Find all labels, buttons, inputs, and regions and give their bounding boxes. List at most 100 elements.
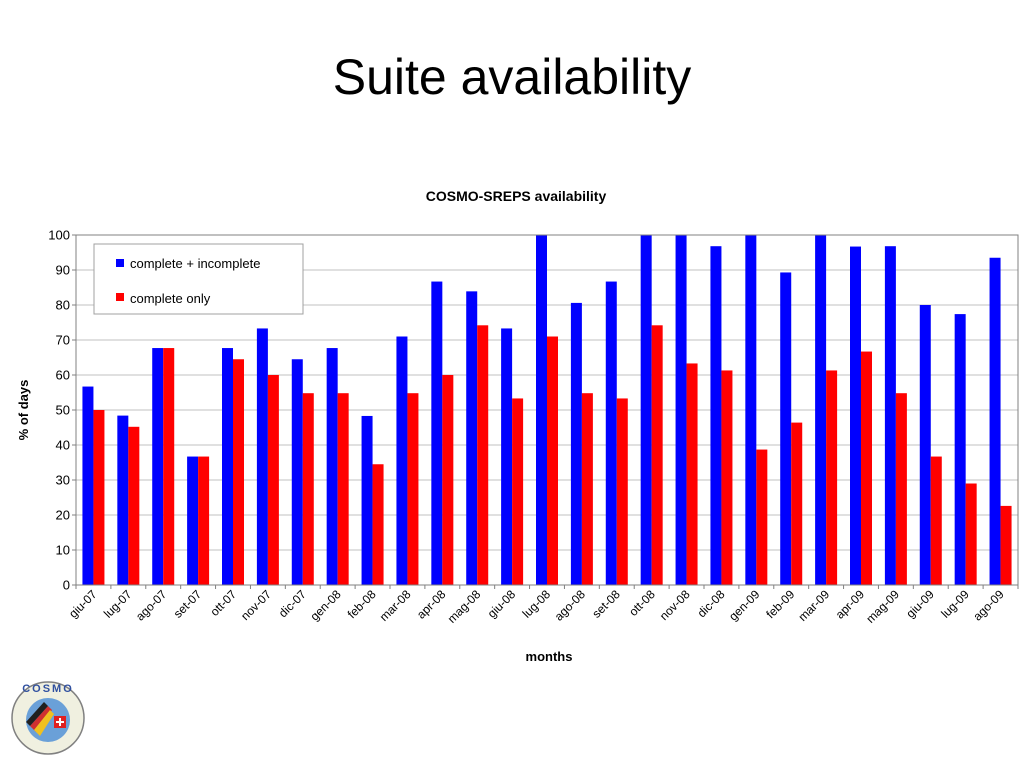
- bar-series1: [850, 246, 861, 586]
- x-tick-label: ott-08: [626, 587, 658, 619]
- bar-series2: [616, 398, 628, 585]
- x-tick-label: mar-09: [795, 587, 832, 624]
- x-tick-label: mag-09: [863, 587, 902, 626]
- bar-series2: [581, 393, 593, 585]
- bar-series2: [128, 426, 140, 585]
- bar-series1: [152, 348, 164, 585]
- bar-series2: [163, 348, 175, 585]
- bar-series2: [826, 370, 838, 585]
- x-tick-label: gen-08: [307, 587, 344, 624]
- bar-series2: [791, 422, 803, 585]
- legend-label-series1: complete + incomplete: [130, 256, 260, 271]
- x-tick-label: gen-09: [726, 587, 763, 624]
- bar-series2: [721, 370, 733, 585]
- bar-series1: [187, 456, 199, 585]
- x-tick-label: giu-08: [485, 587, 519, 621]
- legend: complete + incomplete complete only: [93, 243, 304, 315]
- x-tick-label: lug-09: [938, 587, 972, 621]
- bar-series1: [884, 246, 896, 585]
- bar-series1: [431, 281, 443, 585]
- x-tick-label: ago-07: [133, 587, 170, 624]
- y-tick-label: 30: [56, 473, 70, 488]
- x-tick-label: mar-08: [377, 587, 414, 624]
- y-tick-label: 40: [56, 438, 70, 453]
- x-tick-label: giu-09: [903, 587, 937, 621]
- bar-series1: [954, 314, 966, 585]
- bar-series2: [442, 375, 454, 585]
- logo-text: COSMO: [22, 683, 74, 695]
- bar-series1: [675, 235, 687, 585]
- y-tick-label: 50: [56, 403, 70, 418]
- bar-series2: [407, 393, 419, 585]
- x-tick-label: ago-09: [970, 587, 1007, 624]
- x-tick-label: lug-08: [520, 587, 554, 621]
- bar-series1: [640, 235, 652, 585]
- bar-series1: [919, 305, 931, 585]
- bar-series2: [651, 325, 663, 585]
- y-tick-label: 80: [56, 298, 70, 313]
- slide-title: Suite availability: [332, 49, 692, 105]
- legend-swatch-series2: [116, 293, 124, 301]
- bar-series2: [372, 464, 384, 585]
- x-tick-label: mag-08: [445, 587, 484, 626]
- x-tick-label: nov-08: [657, 587, 693, 623]
- bars: [82, 235, 1012, 586]
- x-tick-label: nov-07: [238, 587, 274, 623]
- bar-series2: [198, 456, 210, 585]
- x-tick-label: feb-08: [345, 587, 379, 621]
- x-tick-label: lug-07: [101, 587, 135, 621]
- y-tick-label: 20: [56, 508, 70, 523]
- x-tick-label: ago-08: [552, 587, 589, 624]
- bar-series2: [686, 363, 698, 585]
- x-tick-label: apr-08: [414, 587, 449, 622]
- bar-series1: [291, 359, 303, 585]
- bar-series1: [989, 257, 1001, 585]
- bar-series1: [326, 348, 338, 585]
- y-tick-label: 100: [48, 228, 70, 243]
- y-tick-label: 60: [56, 368, 70, 383]
- bar-series1: [256, 328, 268, 585]
- y-tick-label: 90: [56, 263, 70, 278]
- bar-series1: [222, 348, 233, 585]
- x-tick-label: set-08: [589, 587, 623, 621]
- x-tick-label: set-07: [171, 587, 205, 621]
- bar-series1: [396, 336, 408, 585]
- legend-swatch-series1: [116, 259, 124, 267]
- bar-series2: [547, 336, 558, 585]
- x-tick-label: dic-07: [276, 587, 309, 620]
- x-tick-label: ott-07: [208, 587, 240, 619]
- x-tick-label: giu-07: [66, 587, 100, 621]
- x-tick-label: dic-08: [695, 587, 728, 620]
- cosmo-logo: COSMO: [11, 681, 85, 755]
- y-axis-label: % of days: [16, 380, 31, 441]
- bar-series1: [82, 386, 94, 585]
- y-tick-label: 0: [63, 578, 70, 593]
- bar-series2: [337, 393, 349, 585]
- bar-series1: [815, 235, 827, 585]
- legend-label-series2: complete only: [130, 291, 211, 306]
- bar-series1: [605, 281, 617, 585]
- bar-series2: [965, 483, 977, 585]
- y-axis-ticks: 0 10 20 30 40 50 60 70 80 90 100: [48, 228, 76, 593]
- x-tick-label: apr-09: [833, 587, 868, 622]
- bar-series1: [745, 235, 757, 585]
- bar-series2: [233, 359, 244, 585]
- bar-series1: [570, 302, 582, 585]
- bar-series1: [117, 415, 129, 585]
- bar-series1: [710, 246, 722, 585]
- bar-series2: [512, 398, 524, 585]
- bar-series1: [780, 272, 792, 585]
- bar-series2: [861, 351, 872, 585]
- bar-series2: [756, 449, 768, 585]
- bar-series2: [93, 410, 105, 585]
- x-tick-label: feb-09: [763, 587, 797, 621]
- bar-series1: [361, 415, 373, 585]
- y-tick-label: 10: [56, 543, 70, 558]
- legend-box: [93, 243, 304, 315]
- bar-series2: [1000, 505, 1012, 585]
- bar-series2: [302, 393, 314, 585]
- bar-series2: [930, 456, 942, 585]
- bar-series2: [895, 393, 907, 585]
